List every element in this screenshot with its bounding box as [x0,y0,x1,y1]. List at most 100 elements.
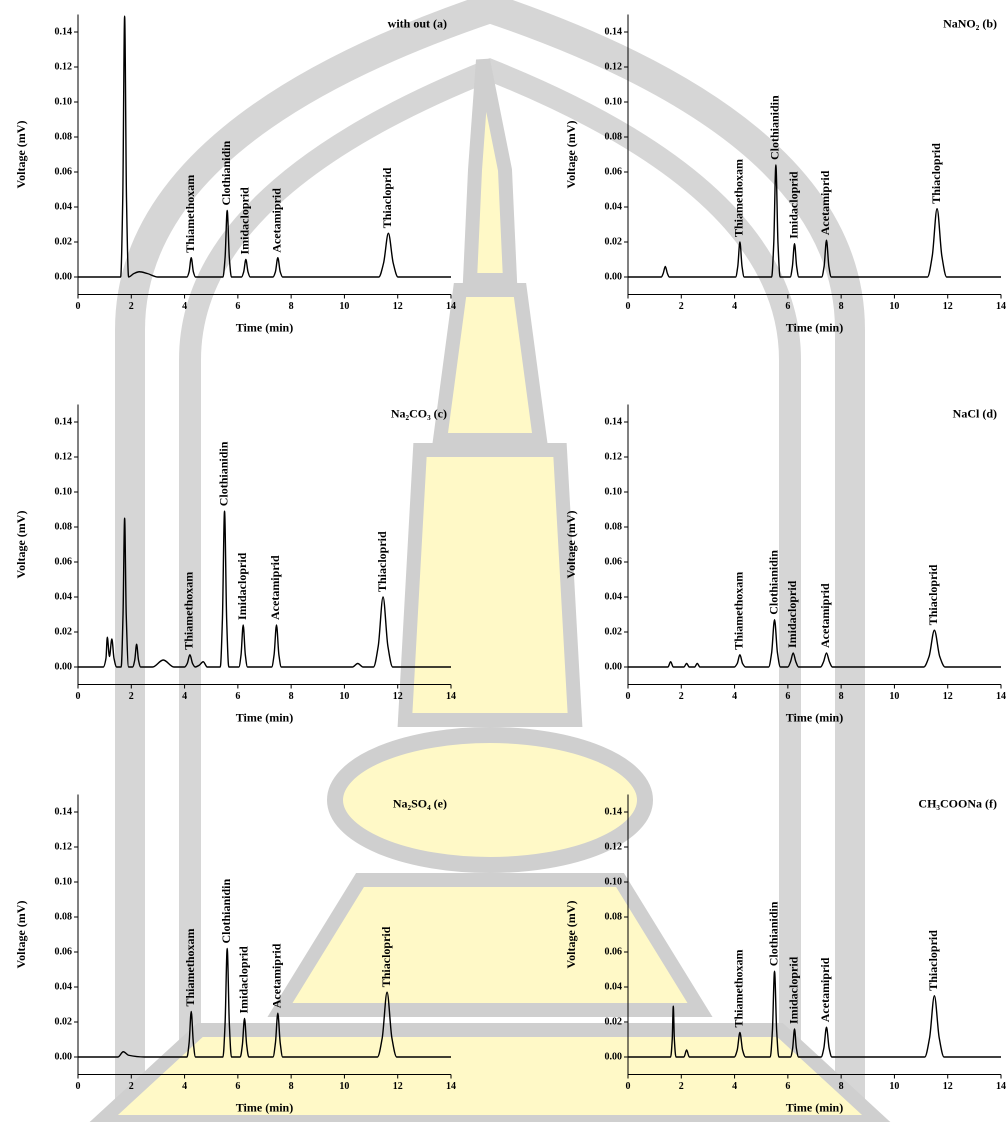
y-axis-label: Voltage (mV) [564,121,578,189]
x-tick-label: 6 [785,301,790,312]
peak-label: Clothianidin [766,901,780,966]
panel-title: Na₂SO₄ (e) [393,796,447,810]
x-tick-label: 12 [393,301,403,312]
x-tick-label: 10 [889,301,899,312]
x-tick-label: 4 [732,691,737,702]
peak-label: Thiamethoxam [732,949,746,1027]
peak-label: Thiacloprid [379,926,393,987]
x-tick-label: 0 [76,1081,81,1092]
x-axis-label: Time (min) [786,1100,843,1114]
x-tick-label: 14 [446,301,456,312]
y-tick-label: 0.08 [605,521,623,532]
peak-label: Clothianidin [216,441,230,506]
x-tick-label: 0 [626,691,631,702]
panel-title: CH₃COONa (f) [918,796,997,810]
y-axis-label: Voltage (mV) [564,901,578,969]
panel-title: with out (a) [388,16,447,30]
x-axis-label: Time (min) [236,1100,293,1114]
y-axis-label: Voltage (mV) [14,121,28,189]
y-tick-label: 0.02 [55,626,73,637]
x-axis-label: Time (min) [236,320,293,334]
y-tick-label: 0.04 [55,981,73,992]
x-tick-label: 12 [943,691,953,702]
y-tick-label: 0.02 [605,1016,623,1027]
y-tick-label: 0.06 [605,166,623,177]
x-tick-label: 12 [943,301,953,312]
x-tick-label: 12 [393,1081,403,1092]
peak-label: Thiacloprid [926,930,940,991]
peak-label: Imidacloprid [786,956,800,1024]
peak-label: Clothianidin [219,878,233,943]
x-tick-label: 2 [129,1081,134,1092]
y-tick-label: 0.12 [55,61,73,72]
y-tick-label: 0.00 [55,661,73,672]
y-tick-label: 0.08 [55,911,73,922]
x-tick-label: 4 [182,301,187,312]
peak-label: Imidacloprid [236,946,250,1014]
peak-label: Acetamiprid [268,555,282,620]
peak-label: Acetamiprid [818,170,832,235]
y-tick-label: 0.08 [55,521,73,532]
y-tick-label: 0.00 [605,271,623,282]
peak-label: Clothianidin [766,550,780,615]
y-tick-label: 0.02 [55,1016,73,1027]
x-tick-label: 4 [732,1081,737,1092]
x-tick-label: 2 [129,301,134,312]
y-tick-label: 0.00 [55,271,73,282]
chromatogram-line [78,947,451,1058]
y-tick-label: 0.06 [605,556,623,567]
x-tick-label: 8 [289,691,294,702]
y-tick-label: 0.10 [605,876,623,887]
y-tick-label: 0.04 [55,201,73,212]
x-axis-label: Time (min) [786,710,843,724]
x-tick-label: 6 [235,1081,240,1092]
x-tick-label: 14 [996,301,1006,312]
y-tick-label: 0.00 [55,1051,73,1062]
chromatogram-line [628,970,1001,1058]
y-tick-label: 0.02 [605,236,623,247]
x-tick-label: 8 [289,301,294,312]
x-tick-label: 10 [339,1081,349,1092]
y-tick-label: 0.06 [55,556,73,567]
x-tick-label: 6 [785,1081,790,1092]
y-tick-label: 0.14 [55,416,73,427]
peak-label: Thiamethoxam [732,572,746,650]
y-tick-label: 0.12 [605,451,623,462]
peak-label: Imidacloprid [785,580,799,648]
y-tick-label: 0.12 [605,61,623,72]
y-axis-label: Voltage (mV) [14,511,28,579]
x-tick-label: 8 [839,1081,844,1092]
x-axis-label: Time (min) [236,710,293,724]
y-tick-label: 0.04 [605,981,623,992]
y-tick-label: 0.06 [55,946,73,957]
y-tick-label: 0.04 [55,591,73,602]
x-tick-label: 2 [679,1081,684,1092]
y-tick-label: 0.14 [55,806,73,817]
chromatogram-line [77,510,451,668]
chromatogram-line [78,15,451,278]
y-tick-label: 0.10 [55,486,73,497]
x-tick-label: 10 [339,301,349,312]
panel-title: NaNO₂ (b) [943,16,997,30]
y-tick-label: 0.12 [55,841,73,852]
y-tick-label: 0.08 [605,911,623,922]
y-tick-label: 0.14 [605,26,623,37]
y-tick-label: 0.12 [55,451,73,462]
x-tick-label: 0 [626,1081,631,1092]
peak-label: Thiamethoxam [182,572,196,650]
x-tick-label: 14 [446,1081,456,1092]
x-tick-label: 12 [943,1081,953,1092]
y-tick-label: 0.00 [605,1051,623,1062]
x-tick-label: 14 [446,691,456,702]
peak-label: Imidacloprid [786,171,800,239]
y-tick-label: 0.10 [605,96,623,107]
peak-label: Clothianidin [768,95,782,160]
peak-label: Thiamethoxam [183,175,197,253]
x-tick-label: 0 [76,691,81,702]
peak-label: Acetamiprid [270,943,284,1008]
peak-label: Thiacloprid [375,531,389,592]
x-tick-label: 14 [996,1081,1006,1092]
y-tick-label: 0.14 [55,26,73,37]
